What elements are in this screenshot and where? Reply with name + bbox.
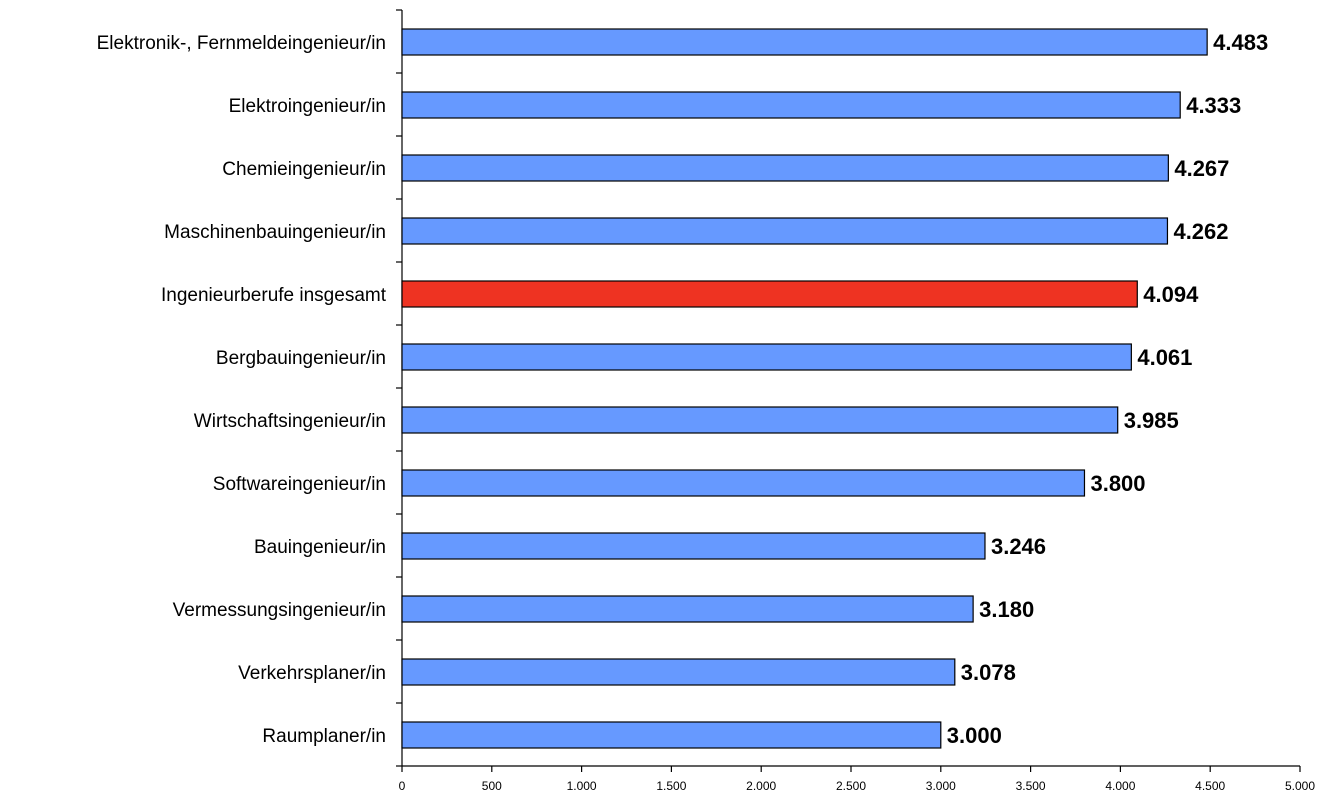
bar — [401, 91, 1181, 119]
x-tick-label: 500 — [482, 779, 502, 793]
category-label: Chemieingenieur/in — [222, 159, 386, 180]
value-label: 3.246 — [991, 534, 1046, 559]
bar — [401, 658, 956, 686]
x-tick-label: 3.000 — [926, 779, 956, 793]
value-label: 3.000 — [947, 723, 1002, 748]
value-label: 4.262 — [1173, 219, 1228, 244]
value-label: 3.985 — [1124, 408, 1179, 433]
x-tick-label: 2.500 — [836, 779, 866, 793]
x-tick-label: 5.000 — [1285, 779, 1315, 793]
x-tick-label: 4.500 — [1195, 779, 1225, 793]
bar — [401, 343, 1132, 371]
x-tick-label: 1.000 — [567, 779, 597, 793]
bar — [401, 532, 986, 560]
x-tick-label: 4.000 — [1105, 779, 1135, 793]
category-label: Verkehrsplaner/in — [238, 663, 386, 684]
bar — [401, 469, 1086, 497]
value-label: 4.333 — [1186, 93, 1241, 118]
category-label: Softwareingenieur/in — [213, 474, 386, 495]
category-label: Maschinenbauingenieur/in — [164, 222, 386, 243]
category-label: Wirtschaftsingenieur/in — [194, 411, 386, 432]
value-label: 4.483 — [1213, 30, 1268, 55]
x-tick-label: 3.500 — [1016, 779, 1046, 793]
bar — [401, 28, 1208, 56]
category-label: Raumplaner/in — [262, 726, 386, 747]
bar — [401, 595, 974, 623]
category-label: Bauingenieur/in — [254, 537, 386, 558]
x-tick-label: 1.500 — [656, 779, 686, 793]
x-tick-label: 2.000 — [746, 779, 776, 793]
value-label: 4.267 — [1174, 156, 1229, 181]
category-label: Elektronik-, Fernmeldeingenieur/in — [97, 33, 386, 54]
bar — [401, 721, 942, 749]
bar — [401, 217, 1169, 245]
value-label: 3.078 — [961, 660, 1016, 685]
category-label: Vermessungsingenieur/in — [173, 600, 386, 621]
category-label: Ingenieurberufe insgesamt — [161, 285, 387, 306]
x-tick-label: 0 — [399, 779, 406, 793]
category-label: Elektroingenieur/in — [229, 96, 386, 117]
bar — [401, 154, 1169, 182]
value-label: 4.061 — [1137, 345, 1192, 370]
value-label: 3.800 — [1090, 471, 1145, 496]
value-label: 4.094 — [1143, 282, 1199, 307]
value-label: 3.180 — [979, 597, 1034, 622]
bar — [401, 406, 1119, 434]
category-label: Bergbauingenieur/in — [216, 348, 386, 369]
bar-highlight — [401, 280, 1138, 308]
